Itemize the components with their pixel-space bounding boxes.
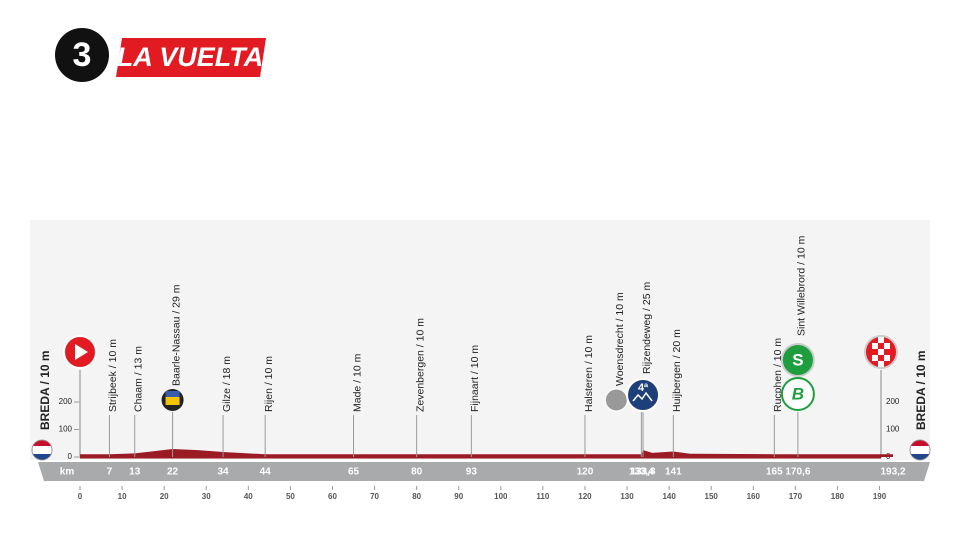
brand-banner <box>116 38 266 77</box>
y-tick-label-right: 200 <box>886 397 900 406</box>
y-tick-label: 100 <box>59 425 73 434</box>
km-label: 141 <box>665 467 682 478</box>
waypoint-label: Strijbeek / 10 m <box>107 339 119 412</box>
km-label: 120 <box>577 467 594 478</box>
start-arrow <box>75 344 88 360</box>
km-label: 44 <box>260 467 272 478</box>
x-tick-label: 0 <box>78 492 83 501</box>
bonus-icon <box>780 377 815 411</box>
waypoint-label: Baarle-Nassau / 29 m <box>170 284 182 386</box>
waypoint-label: Rucphen / 10 m <box>772 338 784 412</box>
kom-icon <box>626 378 661 412</box>
x-tick-label: 170 <box>789 492 803 501</box>
km-label: 7 <box>107 467 113 478</box>
y-tick-label-right: 100 <box>886 425 900 434</box>
waypoint-label: Sint Willebrord / 10 m <box>796 235 808 336</box>
x-tick-label: 140 <box>662 492 676 501</box>
kom-peaks <box>632 391 653 402</box>
x-tick-label: 90 <box>454 492 463 501</box>
waypoint-label: Woensdrecht / 10 m <box>614 292 626 386</box>
km-label: 133,4 <box>629 467 654 478</box>
y-tick-label: 200 <box>59 397 73 406</box>
waypoint-label: Zevenbergen / 10 m <box>414 318 426 412</box>
sprint-label: S <box>792 350 803 369</box>
x-tick-label: 180 <box>831 492 845 501</box>
x-tick-label: 50 <box>286 492 295 501</box>
nl-flag-finish <box>909 439 931 461</box>
waypoint-label: Chaam / 13 m <box>132 346 144 412</box>
finish-label: BREDA / 10 m <box>914 350 928 430</box>
waypoint-label: Huijbergen / 20 m <box>671 329 683 412</box>
waypoint-label: Gilze / 18 m <box>221 356 233 412</box>
waypoint-label: Made / 10 m <box>351 353 363 412</box>
km-band <box>38 462 930 481</box>
kom-label: 4ª <box>638 382 649 394</box>
km-label: 165 <box>766 467 783 478</box>
y-tick-label: 0 <box>68 452 73 461</box>
x-tick-label: 30 <box>202 492 211 501</box>
x-axis-label: km <box>60 467 75 478</box>
x-tick-label: 130 <box>620 492 634 501</box>
plot-bg <box>30 220 930 460</box>
km-label: 34 <box>218 467 230 478</box>
stage-badge <box>55 28 109 82</box>
waypoint-label: Rijzendeweg / 25 m <box>641 282 653 374</box>
waypoint-label: Rijen / 10 m <box>263 356 275 412</box>
km-label: 13 <box>129 467 141 478</box>
x-tick-label: 160 <box>747 492 761 501</box>
x-tick-label: 40 <box>244 492 253 501</box>
km-label: 80 <box>411 467 423 478</box>
finish-check <box>872 337 890 367</box>
flag-nl <box>165 391 180 397</box>
km-label: 170,6 <box>785 467 810 478</box>
x-tick-label: 100 <box>494 492 508 501</box>
x-tick-label: 70 <box>370 492 379 501</box>
nl-flag-start <box>31 439 53 461</box>
km-label: 65 <box>348 467 360 478</box>
elevation-area <box>80 449 893 457</box>
sprint-icon <box>780 343 815 377</box>
km-label: 133,8 <box>631 467 656 478</box>
x-tick-label: 120 <box>578 492 592 501</box>
x-tick-label: 20 <box>160 492 169 501</box>
waypoint-label: Fijnaart / 10 m <box>469 345 481 412</box>
brand: LA VUELTA <box>117 42 263 72</box>
x-tick-label: 110 <box>536 492 549 501</box>
x-tick-label: 190 <box>873 492 887 501</box>
km-label: 93 <box>466 467 478 478</box>
stage-number: 3 <box>73 36 92 74</box>
bonus-label: B <box>792 384 804 403</box>
x-tick-label: 80 <box>412 492 421 501</box>
climb-start-icon <box>604 388 628 412</box>
waypoint-label: Halsteren / 10 m <box>583 335 595 412</box>
x-tick-label: 150 <box>705 492 719 501</box>
km-label: 193,2 <box>880 467 905 478</box>
x-tick-label: 10 <box>118 492 127 501</box>
x-tick-label: 60 <box>328 492 337 501</box>
flag-be <box>165 397 180 405</box>
km-label: 22 <box>167 467 179 478</box>
start-label: BREDA / 10 m <box>38 350 52 430</box>
